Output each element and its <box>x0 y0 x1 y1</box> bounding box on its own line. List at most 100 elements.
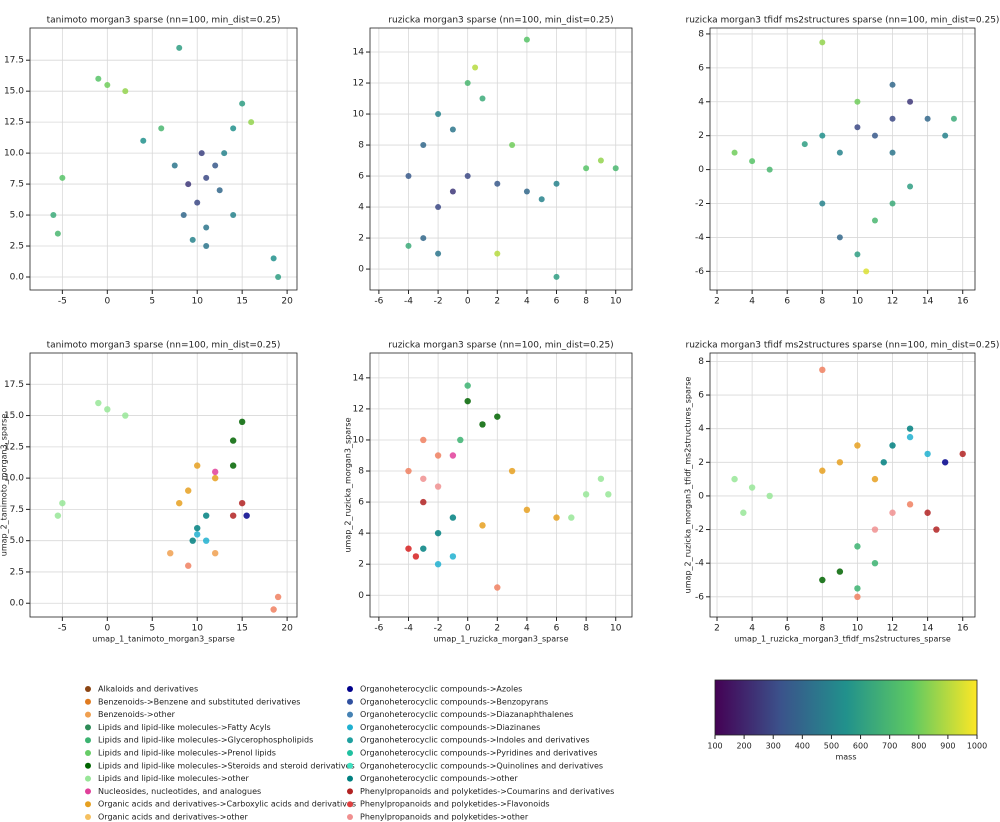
y-tick-label: 12.5 <box>4 442 24 452</box>
point <box>95 75 102 82</box>
point <box>176 44 183 51</box>
legend-label: Organoheterocyclic compounds->Azoles <box>360 685 522 694</box>
y-tick-label: 6 <box>358 172 364 182</box>
y-tick-label: 4 <box>698 97 704 107</box>
point <box>731 149 738 156</box>
y-tick-label: 10.0 <box>4 474 24 484</box>
point <box>766 492 773 500</box>
x-tick-label: -4 <box>404 297 413 307</box>
point <box>243 512 250 519</box>
point <box>538 196 545 203</box>
point <box>950 115 957 122</box>
point <box>871 217 878 224</box>
x-tick-label: 2 <box>714 297 720 307</box>
point <box>889 81 896 88</box>
legend-marker <box>85 762 91 769</box>
y-tick-label: 10.0 <box>4 149 24 159</box>
y-tick-label: 0 <box>358 591 364 601</box>
point <box>275 273 282 280</box>
point <box>889 200 896 207</box>
point <box>270 255 277 262</box>
y-tick-label: -6 <box>695 592 704 602</box>
point <box>479 421 486 428</box>
point <box>509 142 516 149</box>
legend-label: Lipids and lipid-like molecules->Prenol … <box>98 749 276 758</box>
point <box>880 459 887 466</box>
legend-marker <box>347 762 353 769</box>
x-tick-label: 4 <box>749 624 755 634</box>
y-tick-label: 8 <box>698 357 704 367</box>
point <box>906 433 914 441</box>
point <box>434 483 442 490</box>
x-tick-label: 4 <box>524 624 530 634</box>
colorbar-tick-label: 1000 <box>967 742 987 751</box>
x-tick-label: -4 <box>404 624 413 634</box>
x-tick-label: 10 <box>610 624 622 634</box>
point <box>819 467 826 474</box>
point <box>766 166 773 173</box>
point <box>194 462 201 469</box>
point <box>523 36 530 43</box>
plot-frame <box>369 352 633 618</box>
point <box>420 545 427 552</box>
legend-marker <box>85 686 91 692</box>
legend-marker <box>85 801 91 808</box>
point <box>819 39 826 46</box>
y-tick-label: -6 <box>695 267 704 277</box>
x-tick-label: -2 <box>434 297 443 307</box>
y-tick-label: 10 <box>353 110 365 120</box>
legend-marker <box>85 737 91 744</box>
point <box>836 234 843 241</box>
point <box>211 468 219 476</box>
y-tick-label: 0 <box>358 265 364 275</box>
point <box>582 491 590 498</box>
legend-marker <box>85 775 91 782</box>
point <box>854 98 861 105</box>
x-tick-label: 5 <box>149 297 155 307</box>
point <box>854 585 861 592</box>
legend-marker <box>347 775 353 782</box>
point <box>405 242 412 249</box>
legend-label: Benzenoids->other <box>98 710 176 719</box>
point <box>819 132 826 139</box>
legend-marker <box>85 750 91 756</box>
legend-label: Organic acids and derivatives->Carboxyli… <box>98 800 356 809</box>
point <box>479 522 486 529</box>
x-tick-label: 10 <box>191 297 203 307</box>
point <box>270 606 277 613</box>
y-tick-label: 8 <box>358 467 364 477</box>
point <box>412 553 420 560</box>
point <box>871 559 879 567</box>
point <box>854 442 861 449</box>
y-tick-label: 4 <box>698 424 704 434</box>
legend-label: Organoheterocyclic compounds->other <box>360 774 518 783</box>
legend-marker <box>85 814 91 820</box>
x-tick-label: 8 <box>819 297 825 307</box>
y-tick-label: 6 <box>358 498 364 508</box>
point <box>229 512 237 519</box>
point <box>435 250 442 257</box>
y-tick-label: 12 <box>353 79 364 89</box>
x-tick-label: 6 <box>784 624 790 634</box>
point <box>189 537 196 544</box>
y-tick-label: -4 <box>695 559 704 569</box>
legend-marker <box>85 788 91 795</box>
point <box>854 124 861 131</box>
point <box>176 499 183 507</box>
point <box>449 188 456 195</box>
point <box>749 158 756 165</box>
plot-frame <box>709 352 976 618</box>
point <box>889 509 896 516</box>
point <box>553 273 560 280</box>
y-tick-label: 8 <box>698 29 704 39</box>
x-axis-label: umap_1_ruzicka_morgan3_sparse <box>433 635 568 644</box>
point <box>907 183 914 190</box>
point <box>854 251 861 258</box>
chart-title: tanimoto morgan3 sparse (nn=100, min_dis… <box>47 16 281 26</box>
y-tick-label: 5.0 <box>10 536 25 546</box>
point <box>54 512 62 519</box>
point <box>731 475 738 483</box>
y-tick-label: -4 <box>695 233 704 243</box>
x-tick-label: -2 <box>434 624 443 634</box>
